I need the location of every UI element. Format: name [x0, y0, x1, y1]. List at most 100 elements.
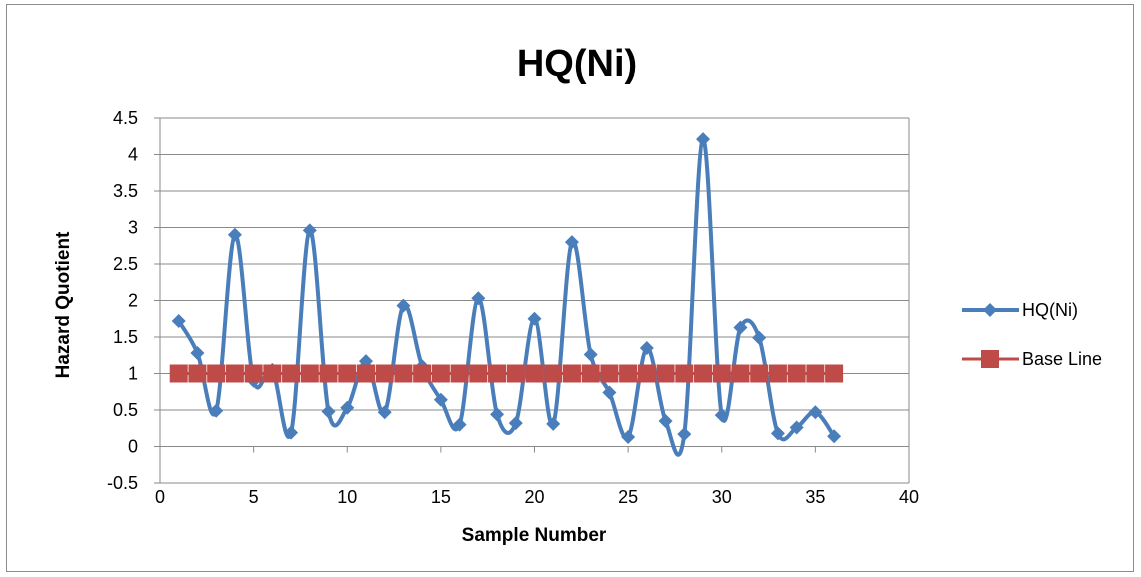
chart-frame: HQ(Ni) -0.5 0 0.5 1 1.5 2 2.5 3 3.5 4 4.5 0 5 10 15 20… [6, 4, 1134, 572]
point-base-line-5 [244, 364, 263, 383]
point-base-line-34 [787, 364, 806, 383]
point-hq-ni-30 [714, 408, 729, 423]
point-base-line-27 [656, 364, 675, 383]
point-hq-ni-24 [602, 385, 617, 400]
y-tick-label: 0 [128, 437, 138, 457]
hq-ni-line-chart: HQ(Ni) -0.5 0 0.5 1 1.5 2 2.5 3 3.5 4 4.5 0 5 10 15 20… [53, 43, 1102, 546]
point-hq-ni-27 [658, 413, 673, 428]
point-base-line-31 [731, 364, 750, 383]
point-hq-ni-2 [190, 346, 205, 361]
point-base-line-16 [450, 364, 469, 383]
point-hq-ni-25 [621, 430, 636, 445]
point-hq-ni-26 [639, 340, 654, 355]
point-base-line-33 [768, 364, 787, 383]
y-tick-label: 1.5 [113, 327, 138, 347]
y-tick-label: 2.5 [113, 254, 138, 274]
point-hq-ni-8 [302, 223, 317, 238]
y-tick-label: 3 [128, 218, 138, 238]
x-tick-label: 5 [249, 487, 259, 507]
point-base-line-21 [544, 364, 563, 383]
point-hq-ni-9 [321, 404, 336, 419]
point-hq-ni-7 [284, 425, 299, 440]
legend: HQ(Ni) Base Line [962, 300, 1102, 369]
point-base-line-24 [600, 364, 619, 383]
y-tick-label: 3.5 [113, 181, 138, 201]
point-base-line-3 [207, 364, 226, 383]
point-hq-ni-33 [770, 426, 785, 441]
point-base-line-23 [581, 364, 600, 383]
point-hq-ni-17 [471, 291, 486, 306]
point-base-line-18 [488, 364, 507, 383]
y-axis-ticks: -0.5 0 0.5 1 1.5 2 2.5 3 3.5 4 4.5 [107, 108, 160, 493]
point-base-line-4 [225, 364, 244, 383]
chart-title: HQ(Ni) [517, 43, 637, 85]
point-hq-ni-32 [752, 330, 767, 345]
point-base-line-15 [431, 364, 450, 383]
x-tick-label: 0 [155, 487, 165, 507]
point-base-line-1 [169, 364, 188, 383]
gridlines [159, 117, 910, 484]
point-base-line-35 [806, 364, 825, 383]
x-axis-label: Sample Number [462, 525, 607, 546]
x-axis-ticks: 0 5 10 15 20 25 30 35 40 [155, 446, 919, 507]
x-tick-label: 10 [337, 487, 357, 507]
point-base-line-14 [413, 364, 432, 383]
point-base-line-36 [825, 364, 844, 383]
point-hq-ni-20 [527, 311, 542, 326]
point-base-line-11 [356, 364, 375, 383]
point-base-line-13 [394, 364, 413, 383]
series-layer [169, 132, 844, 457]
point-hq-ni-23 [583, 347, 598, 362]
point-hq-ni-31 [733, 320, 748, 335]
point-base-line-12 [375, 364, 394, 383]
point-hq-ni-10 [340, 400, 355, 415]
point-hq-ni-15 [433, 392, 448, 407]
x-tick-label: 40 [899, 487, 919, 507]
point-base-line-25 [619, 364, 638, 383]
point-hq-ni-35 [808, 405, 823, 420]
point-hq-ni-16 [452, 417, 467, 432]
point-hq-ni-19 [508, 416, 523, 431]
point-base-line-2 [188, 364, 207, 383]
legend-marker-base-line [981, 350, 999, 368]
point-hq-ni-36 [827, 429, 842, 444]
point-base-line-28 [675, 364, 694, 383]
point-hq-ni-13 [396, 298, 411, 313]
point-hq-ni-28 [677, 427, 692, 442]
point-hq-ni-1 [171, 313, 186, 328]
y-tick-label: 2 [128, 291, 138, 311]
point-hq-ni-12 [377, 405, 392, 420]
x-tick-label: 20 [524, 487, 544, 507]
point-hq-ni-29 [696, 132, 711, 147]
point-base-line-8 [300, 364, 319, 383]
x-tick-label: 35 [805, 487, 825, 507]
x-tick-label: 30 [712, 487, 732, 507]
y-tick-label: 0.5 [113, 400, 138, 420]
point-hq-ni-22 [564, 235, 579, 250]
point-hq-ni-21 [546, 416, 561, 431]
series-line-hq-ni [176, 137, 836, 457]
y-tick-label: 4 [128, 145, 138, 165]
point-base-line-26 [637, 364, 656, 383]
point-base-line-10 [338, 364, 357, 383]
x-tick-label: 25 [618, 487, 638, 507]
y-tick-label: 1 [128, 364, 138, 384]
point-base-line-7 [282, 364, 301, 383]
x-tick-label: 15 [431, 487, 451, 507]
y-tick-label: 4.5 [113, 108, 138, 128]
point-base-line-32 [750, 364, 769, 383]
point-hq-ni-18 [490, 407, 505, 422]
point-base-line-22 [562, 364, 581, 383]
point-hq-ni-3 [209, 403, 224, 418]
y-tick-label: -0.5 [107, 473, 138, 493]
point-base-line-6 [263, 364, 282, 383]
legend-label-base-line: Base Line [1022, 349, 1102, 369]
point-base-line-30 [712, 364, 731, 383]
y-axis-label: Hazard Quotient [53, 231, 74, 378]
point-base-line-19 [506, 364, 525, 383]
legend-marker-hq-ni [983, 303, 997, 317]
legend-label-hq-ni: HQ(Ni) [1022, 300, 1078, 320]
point-hq-ni-34 [789, 420, 804, 435]
point-base-line-9 [319, 364, 338, 383]
point-base-line-29 [694, 364, 713, 383]
